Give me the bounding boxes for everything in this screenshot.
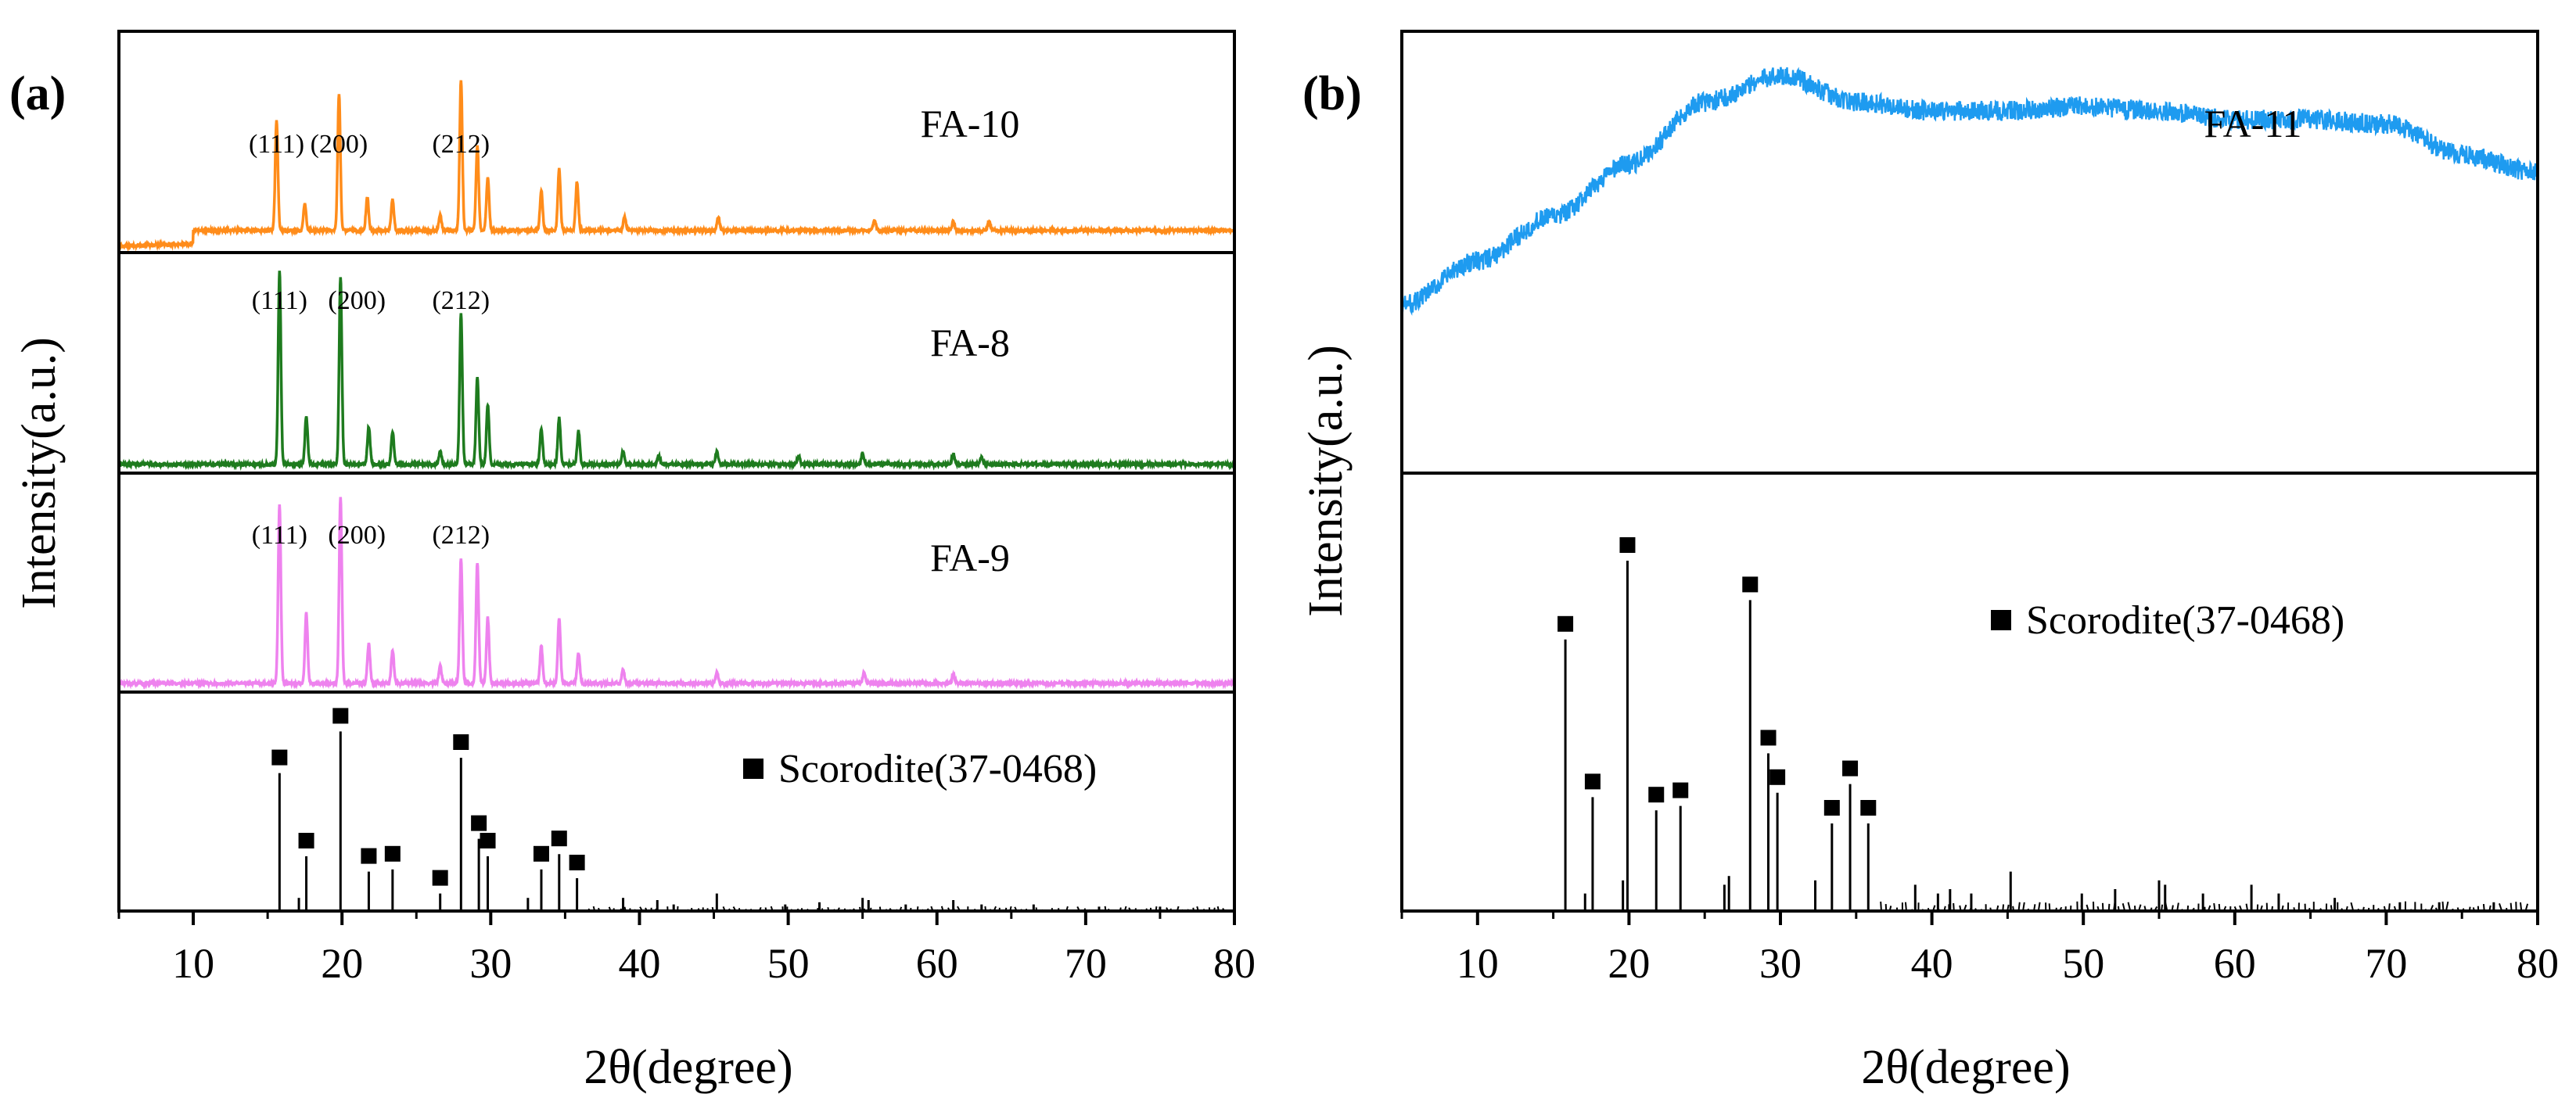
scorodite-marker xyxy=(271,749,288,766)
sample-label-fa-10: FA-10 xyxy=(921,102,1020,145)
reference-minor-stick xyxy=(2441,901,2445,912)
panel-a-subplot-fa-10: (111) (200) (212) FA-10 xyxy=(117,80,1235,254)
scorodite-marker xyxy=(480,833,496,848)
panel-b-ylabel: Intensity(a.u.) xyxy=(1299,345,1353,617)
hkl-label: (200) xyxy=(328,286,386,315)
x-tick-label: 60 xyxy=(916,940,958,987)
hkl-label: (200) xyxy=(311,130,368,159)
panel-b-xlabel: 2θ(degree) xyxy=(1861,1041,2070,1094)
hkl-label: (111) xyxy=(249,130,304,159)
x-tick-label: 50 xyxy=(2062,940,2104,987)
x-tick-label: 40 xyxy=(1911,940,1953,987)
panel-a-label: (a) xyxy=(9,67,66,120)
hkl-label: (212) xyxy=(432,286,490,315)
panel-b-x-axis: 10 20 30 40 50 60 70 80 xyxy=(1400,911,2559,987)
x-tick-label: 80 xyxy=(2517,940,2559,987)
panel-a-xlabel: 2θ(degree) xyxy=(584,1041,792,1094)
sample-label-fa-8: FA-8 xyxy=(930,321,1010,364)
panel-a-subplot-fa-8: (111) (200) (212) FA-8 xyxy=(117,271,1235,475)
scorodite-marker xyxy=(533,845,549,862)
scorodite-marker xyxy=(1619,537,1636,553)
scorodite-marker xyxy=(1648,787,1665,803)
scorodite-marker xyxy=(551,830,567,847)
panel-b-frame xyxy=(1400,30,2539,913)
panel-a-subplot-fa-9: (111) (200) (212) FA-9 xyxy=(117,497,1235,694)
panel-b-reference-pattern: Scorodite(37-0468) xyxy=(1402,537,2538,912)
scorodite-marker xyxy=(453,734,469,750)
sample-label-fa-9: FA-9 xyxy=(930,536,1010,579)
legend-marker xyxy=(1991,610,2011,630)
hkl-label: (111) xyxy=(252,521,307,550)
panel-a: (a) Intensity(a.u.) 2θ(degree) (111) (200… xyxy=(9,30,1256,1094)
scorodite-marker xyxy=(471,815,487,831)
scorodite-marker xyxy=(1842,760,1859,777)
x-tick-label: 20 xyxy=(1608,940,1650,987)
panel-a-x-axis: 10 20 30 40 50 60 70 80 xyxy=(117,911,1256,987)
x-tick-label: 40 xyxy=(618,940,660,987)
scorodite-marker xyxy=(1584,773,1601,790)
panel-b-label: (b) xyxy=(1302,67,1362,120)
x-tick-label: 80 xyxy=(1213,940,1256,987)
panel-a-frame xyxy=(117,30,1236,913)
scorodite-marker xyxy=(1860,800,1877,816)
scorodite-marker xyxy=(384,845,401,862)
scorodite-marker xyxy=(1823,800,1840,816)
x-tick-label: 10 xyxy=(1457,940,1499,987)
x-tick-label: 60 xyxy=(2214,940,2256,987)
panel-a-reference-pattern: Scorodite(37-0468) xyxy=(119,708,1234,912)
x-tick-label: 70 xyxy=(1065,940,1107,987)
scorodite-marker xyxy=(1672,782,1689,798)
panel-b: (b) Intensity(a.u.) 2θ(degree) FA-11 Sco… xyxy=(1299,30,2559,1094)
pattern-line-fa-8 xyxy=(117,271,1235,472)
x-tick-label: 30 xyxy=(469,940,512,987)
scorodite-marker xyxy=(1769,769,1786,785)
scorodite-marker xyxy=(298,833,314,848)
scorodite-marker xyxy=(1760,730,1777,746)
x-tick-label: 50 xyxy=(767,940,810,987)
x-tick-label: 30 xyxy=(1759,940,1802,987)
x-tick-label: 70 xyxy=(2365,940,2407,987)
scorodite-marker xyxy=(1742,576,1759,593)
legend-marker xyxy=(743,759,763,779)
pattern-line-fa-10 xyxy=(117,80,1235,253)
pattern-line-fa-11 xyxy=(1400,66,2538,316)
hkl-label: (111) xyxy=(252,286,307,315)
pattern-line-fa-9 xyxy=(117,497,1235,691)
legend-label: Scorodite(37-0468) xyxy=(778,747,1097,791)
panel-b-subplot-fa-11: FA-11 xyxy=(1400,66,2538,475)
hkl-label: (212) xyxy=(432,521,490,550)
scorodite-marker xyxy=(361,848,377,864)
x-tick-label: 20 xyxy=(321,940,363,987)
hkl-label: (200) xyxy=(328,521,386,550)
hkl-label: (212) xyxy=(432,130,490,159)
x-tick-label: 10 xyxy=(172,940,214,987)
scorodite-marker xyxy=(569,855,585,870)
scorodite-marker xyxy=(1557,615,1574,632)
scorodite-marker xyxy=(432,870,448,886)
sample-label-fa-11: FA-11 xyxy=(2204,102,2302,145)
scorodite-marker xyxy=(332,708,349,724)
panel-a-ylabel: Intensity(a.u.) xyxy=(13,337,66,609)
legend-label: Scorodite(37-0468) xyxy=(2026,598,2344,643)
